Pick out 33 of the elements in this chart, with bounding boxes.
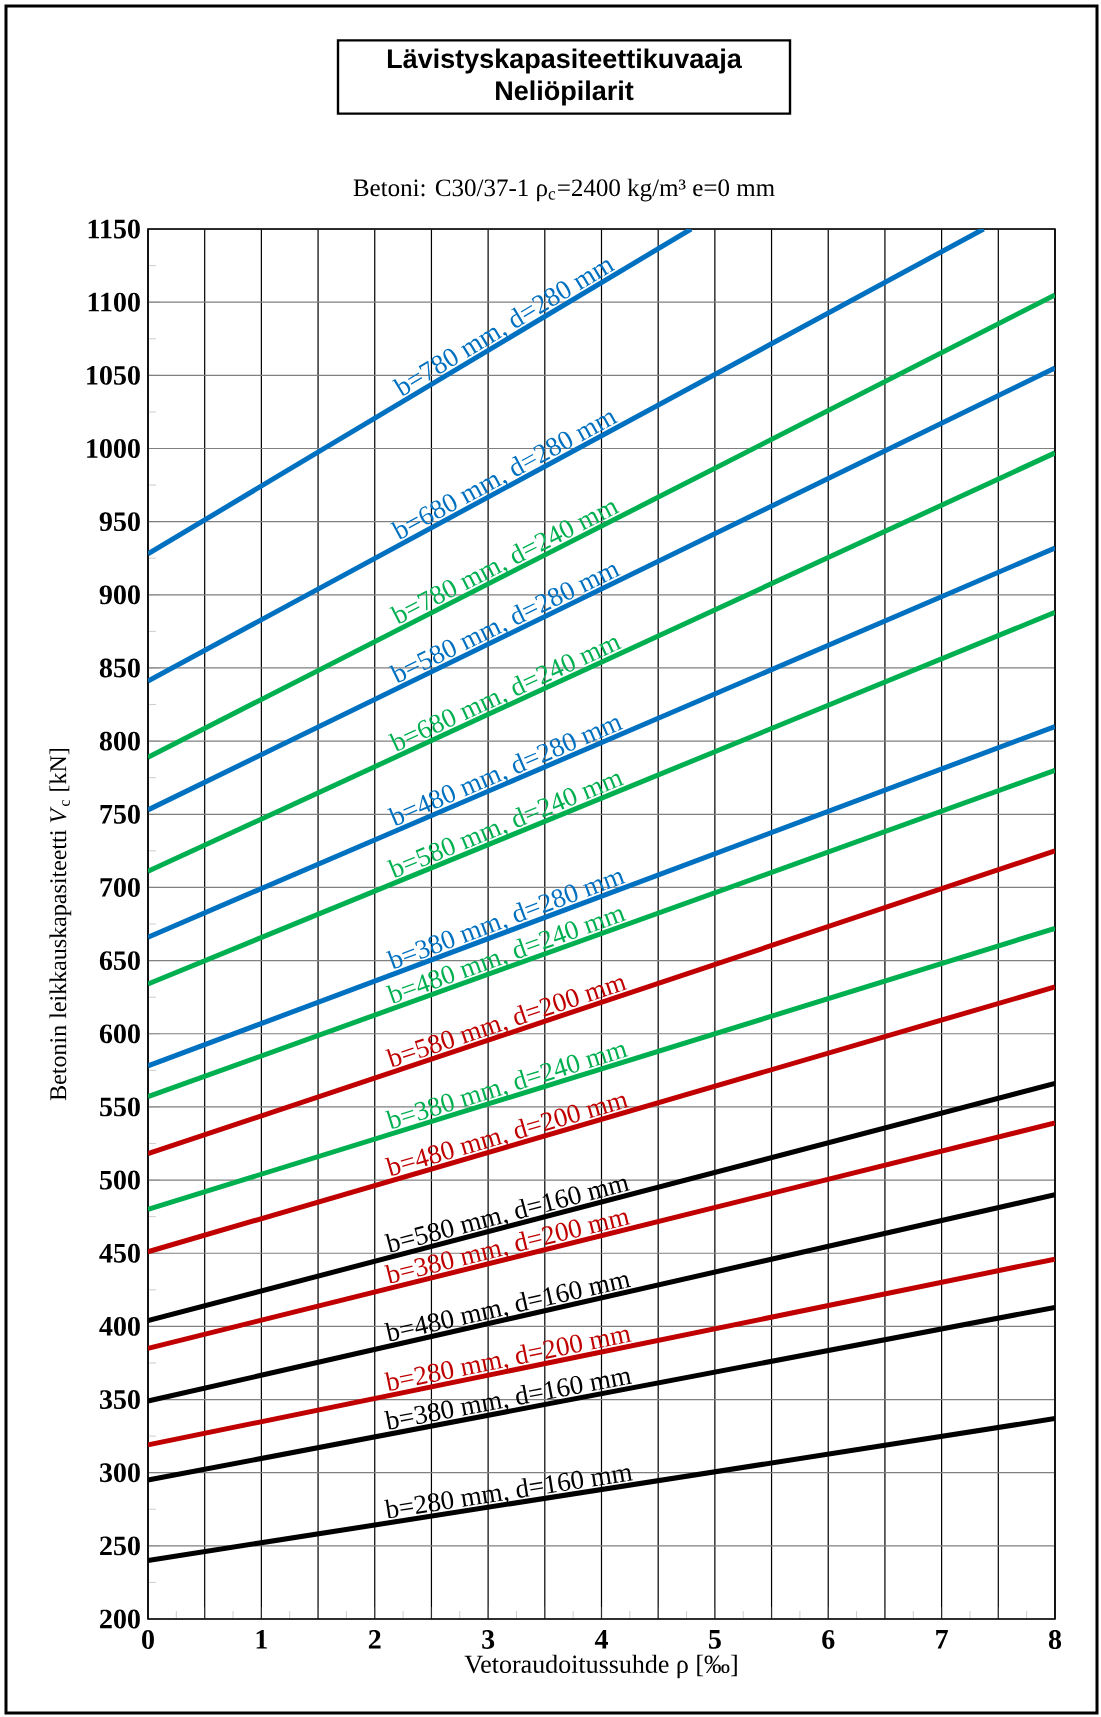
y-tick-label: 550 — [100, 1097, 140, 1117]
y-tick-label: 750 — [100, 804, 140, 824]
y-tick-label: 600 — [99, 1024, 140, 1044]
y-tick-label: 200 — [100, 1609, 140, 1629]
x-tick-label: 4 — [594, 1630, 608, 1649]
y-tick-label: 300 — [100, 1463, 140, 1483]
y-tick-label: 900 — [99, 585, 140, 605]
y-tick-label: 700 — [100, 877, 140, 897]
x-axis-title: Vetoraudoitussuhde ρ [‰] — [464, 1654, 737, 1679]
x-tick-label: 1 — [256, 1630, 267, 1649]
y-tick-label: 1050 — [87, 365, 140, 385]
x-tick-label: 7 — [936, 1630, 948, 1649]
y-tick-label: 400 — [99, 1316, 140, 1336]
y-tick-label: 500 — [100, 1170, 140, 1190]
y-tick-label: 650 — [99, 951, 140, 971]
y-tick-label: 1100 — [88, 292, 140, 312]
x-tick-label: 2 — [368, 1630, 381, 1649]
x-tick-label: 6 — [822, 1630, 835, 1649]
y-tick-label: 850 — [99, 658, 140, 678]
x-tick-label: 8 — [1048, 1630, 1062, 1649]
y-tick-label: 950 — [99, 512, 140, 532]
y-tick-label: 350 — [100, 1390, 140, 1409]
chart-subtitle: Betoni: C30/37-1 ρ$_{c}$=2400 kg/m³ e=0 mm — [353, 178, 775, 202]
x-tick-label: 0 — [142, 1630, 154, 1649]
y-tick-label: 450 — [99, 1243, 140, 1263]
y-tick-label: 1150 — [88, 219, 140, 239]
y-tick-label: 250 — [100, 1536, 140, 1556]
y-axis-title: Betonin leikkauskapasiteetti V$_{c}$ [kN] — [49, 748, 72, 1101]
chart-title: Lävistyskapasiteettikuvaaja Neliöpilarit — [387, 48, 742, 106]
y-tick-label: 800 — [99, 731, 140, 751]
x-tick-label: 3 — [482, 1630, 495, 1649]
y-tick-label: 1000 — [87, 439, 140, 458]
x-tick-label: 5 — [709, 1630, 721, 1649]
